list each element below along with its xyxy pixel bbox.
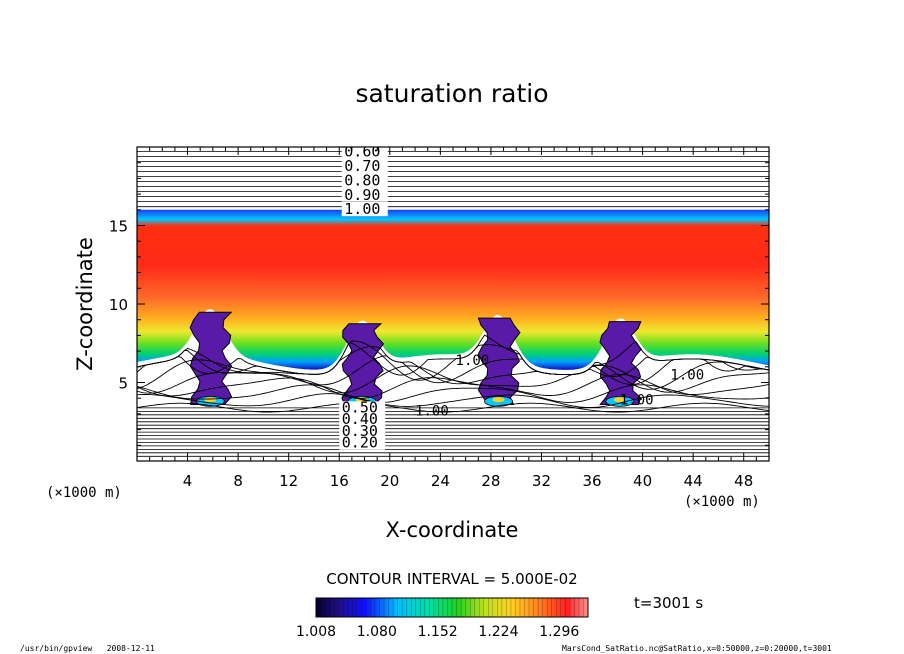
- plot-area: 0.600.700.800.901.000.500.400.300.201.00…: [137, 142, 769, 461]
- contour-line: [137, 355, 769, 390]
- time-label: t=3001 s: [634, 594, 703, 612]
- contour-labels: 0.600.700.800.901.000.500.400.300.201.00…: [339, 142, 704, 452]
- contour-label: 0.80: [344, 171, 380, 189]
- cloud-column: [477, 317, 521, 407]
- x-tick-label: 32: [532, 472, 551, 490]
- contour-label: 1.00: [344, 200, 380, 218]
- x-axis: 4 8 12 16 20 24 28 32 36 40 44 48: [136, 147, 770, 490]
- y-axis: 5 10 15: [109, 146, 769, 462]
- contour-line: [137, 393, 769, 408]
- x-tick-label: 20: [380, 472, 399, 490]
- colorbar-dividers: [320, 598, 584, 617]
- colorbar-tick-label: 1.296: [539, 624, 579, 640]
- y-tick-label: 5: [118, 375, 128, 393]
- chart-title: saturation ratio: [355, 79, 548, 108]
- x-tick-label: 44: [684, 472, 703, 490]
- x-tick-label: 36: [582, 472, 601, 490]
- saturation-field: [137, 209, 769, 370]
- x-tick-label: 48: [734, 472, 753, 490]
- x-tick-label: 28: [481, 472, 500, 490]
- colorbar-tick-label: 1.224: [478, 624, 518, 640]
- y-axis-label: Z-coordinate: [73, 237, 97, 371]
- lower-contour-lines: [137, 334, 769, 413]
- colorbar-tick-label: 1.080: [357, 624, 397, 640]
- contour-label: 0.60: [344, 142, 380, 160]
- x-axis-label: X-coordinate: [386, 518, 519, 542]
- contour-label: 1.00: [620, 392, 654, 408]
- colorbar-ticks: 1.008 1.080 1.152 1.224 1.296: [296, 624, 579, 640]
- contour-label: 1.00: [415, 403, 449, 419]
- y-tick-label: 10: [109, 296, 128, 314]
- x-tick-label: 16: [330, 472, 349, 490]
- x-tick-label: 8: [233, 472, 243, 490]
- contour-line: [137, 384, 769, 403]
- contour-label: 0.20: [342, 434, 378, 452]
- contour-interval: CONTOUR INTERVAL = 5.000E-02: [326, 570, 577, 588]
- footer-right: MarsCond_SatRatio.nc@SatRatio,x=0:50000,…: [562, 644, 832, 653]
- contour-line: [137, 364, 769, 394]
- x-tick-label: 12: [279, 472, 298, 490]
- upper-contour-lines: [137, 150, 769, 208]
- contour-label: 0.30: [342, 422, 378, 440]
- contour-label: 0.40: [342, 410, 378, 428]
- footer-left: /usr/bin/gpview 2008-12-11: [20, 644, 155, 653]
- bottom-contour-lines: [137, 407, 769, 457]
- x-axis-unit-right: (×1000 m): [684, 494, 760, 510]
- colorbar-tick-label: 1.152: [418, 624, 458, 640]
- y-tick-label: 15: [109, 218, 128, 236]
- contour-label: 0.50: [342, 398, 378, 416]
- contour-line: [137, 334, 769, 376]
- cloud-column: [341, 323, 385, 407]
- contour-label: 0.90: [344, 186, 380, 204]
- x-axis-unit-left: (×1000 m): [46, 485, 122, 501]
- contour-label: 1.00: [670, 367, 704, 383]
- x-tick-label: 4: [183, 472, 193, 490]
- contour-line: [137, 346, 769, 385]
- x-tick-label: 40: [633, 472, 652, 490]
- colorbar-tick-label: 1.008: [296, 624, 336, 640]
- x-tick-label: 24: [431, 472, 450, 490]
- contour-label: 1.00: [456, 353, 490, 369]
- contour-label: 0.70: [344, 157, 380, 175]
